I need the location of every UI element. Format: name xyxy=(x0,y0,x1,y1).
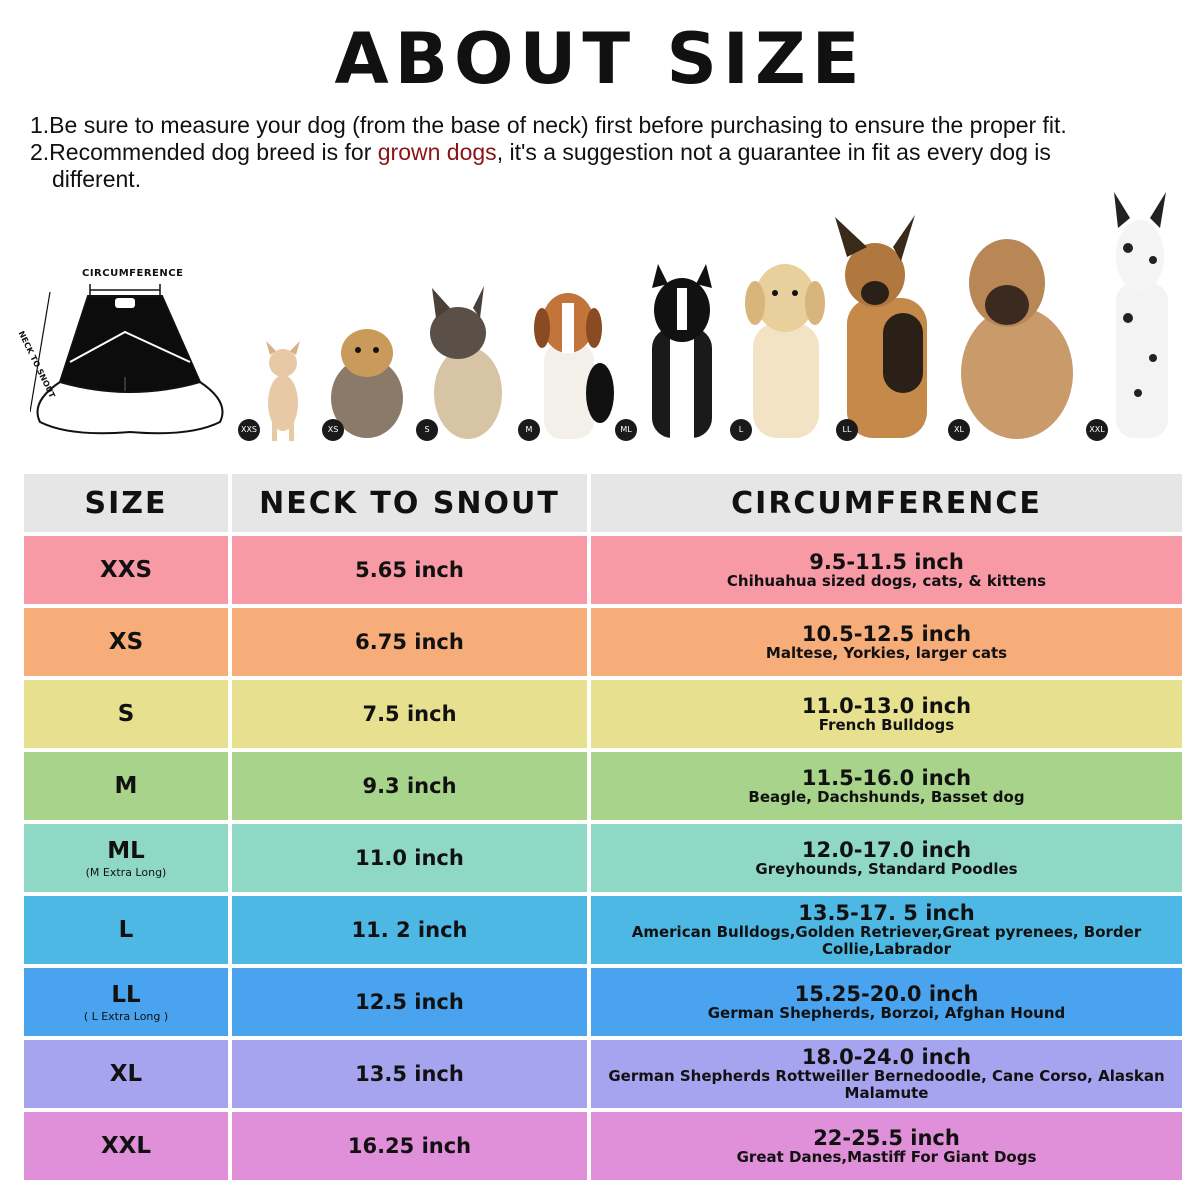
table-row: L 11. 2 inch 13.5-17. 5 inch American Bulld… xyxy=(24,896,1182,964)
measurement-diagram: CIRCUMFERENCE NECK TO SNOUT xyxy=(17,262,230,452)
circumference-cell: 12.0-17.0 inch Greyhounds, Standard Poodl… xyxy=(591,824,1182,892)
size-cell: XXS xyxy=(24,536,228,604)
yorkie-image xyxy=(331,329,403,438)
circumference-cell: 9.5-11.5 inch Chihuahua sized dogs, cats,… xyxy=(591,536,1182,604)
circumference-label: CIRCUMFERENCE xyxy=(82,268,184,279)
size-value: XL xyxy=(109,1061,143,1087)
size-badge: XL xyxy=(948,419,970,441)
circumference-value: 12.0-17.0 inch xyxy=(801,837,972,862)
header-circumference: CIRCUMFERENCE xyxy=(591,474,1182,532)
breed-list: French Bulldogs xyxy=(818,715,955,734)
size-value: LL xyxy=(111,981,141,1008)
circumference-value: 11.0-13.0 inch xyxy=(801,693,972,718)
great-dane-image xyxy=(1114,192,1168,438)
circumference-value: 11.5-16.0 inch xyxy=(801,765,972,790)
neck-to-snout-cell: 11.0 inch xyxy=(232,824,587,892)
neck-to-snout-cell: 13.5 inch xyxy=(232,1040,587,1108)
size-cell: ML (M Extra Long) xyxy=(24,824,228,892)
circumference-cell: 15.25-20.0 inch German Shepherds, Borzoi,… xyxy=(591,968,1182,1036)
circumference-cell: 10.5-12.5 inch Maltese, Yorkies, larger c… xyxy=(591,608,1182,676)
dog-lineup: XXS XS S M ML L LL XL XXL xyxy=(230,185,1190,455)
circumference-value: 18.0-24.0 inch xyxy=(801,1045,972,1069)
cone-collar-icon xyxy=(30,284,224,435)
circumference-cell: 11.0-13.0 inch French Bulldogs xyxy=(591,680,1182,748)
size-badge: XS xyxy=(322,419,344,441)
breed-list: Maltese, Yorkies, larger cats xyxy=(765,643,1008,662)
table-row: XXL 16.25 inch 22-25.5 inch Great Danes,Mas… xyxy=(24,1112,1182,1180)
highlight-text: grown dogs xyxy=(377,139,497,165)
size-note: ( L Extra Long ) xyxy=(83,1009,169,1023)
german-shepherd-image xyxy=(835,215,927,438)
table-row: XXS 5.65 inch 9.5-11.5 inch Chihuahua sized… xyxy=(24,536,1182,604)
breed-list: Beagle, Dachshunds, Basset dog xyxy=(748,787,1025,806)
size-cell: L xyxy=(24,896,228,964)
size-cell: LL( L Extra Long ) xyxy=(24,968,228,1036)
size-badge: XXS xyxy=(238,419,260,441)
size-cell: XL xyxy=(24,1040,228,1108)
header-size: SIZE xyxy=(24,474,228,532)
chihuahua-image xyxy=(266,341,300,441)
size-badge: L xyxy=(730,419,752,441)
size-cell: S xyxy=(24,680,228,748)
size-value: ML xyxy=(107,837,145,864)
note-line-1: 1.Be sure to measure your dog (from the … xyxy=(30,112,1067,138)
neck-to-snout-cell: 16.25 inch xyxy=(232,1112,587,1180)
breed-list: Great Danes,Mastiff For Giant Dogs xyxy=(736,1147,1037,1166)
table-row: M 9.3 inch 11.5-16.0 inch Beagle, Dachshund… xyxy=(24,752,1182,820)
size-note: (M Extra Long) xyxy=(85,865,167,879)
neck-to-snout-cell: 6.75 inch xyxy=(232,608,587,676)
beagle-image xyxy=(534,293,614,439)
size-value: M xyxy=(114,773,138,799)
circumference-value: 9.5-11.5 inch xyxy=(809,549,964,574)
breed-list: German Shepherds Rottweiller Bernedoodle… xyxy=(608,1067,1165,1102)
circumference-cell: 18.0-24.0 inch German Shepherds Rottweill… xyxy=(591,1040,1182,1108)
circumference-cell: 22-25.5 inch Great Danes,Mastiff For Gian… xyxy=(591,1112,1182,1180)
circumference-value: 13.5-17. 5 inch xyxy=(798,901,975,925)
table-row: S 7.5 inch 11.0-13.0 inch French Bulldogs xyxy=(24,680,1182,748)
table-row: XS 6.75 inch 10.5-12.5 inch Maltese, Yorkie… xyxy=(24,608,1182,676)
size-notes: 1.Be sure to measure your dog (from the … xyxy=(30,112,1180,193)
neck-to-snout-cell: 5.65 inch xyxy=(232,536,587,604)
neck-to-snout-cell: 7.5 inch xyxy=(232,680,587,748)
size-badge: LL xyxy=(836,419,858,441)
french-bulldog-image xyxy=(430,286,502,439)
size-cell: M xyxy=(24,752,228,820)
breed-list: American Bulldogs,Golden Retriever,Great… xyxy=(631,923,1142,958)
size-badge: S xyxy=(416,419,438,441)
header-neck-to-snout: NECK TO SNOUT xyxy=(232,474,587,532)
breed-list: German Shepherds, Borzoi, Afghan Hound xyxy=(707,1003,1066,1022)
circumference-cell: 11.5-16.0 inch Beagle, Dachshunds, Basset… xyxy=(591,752,1182,820)
border-collie-image xyxy=(652,264,712,438)
size-badge: ML xyxy=(615,419,637,441)
page-title: ABOUT SIZE xyxy=(334,18,866,100)
neck-to-snout-cell: 9.3 inch xyxy=(232,752,587,820)
note-line-2: 2.Recommended dog breed is for grown dog… xyxy=(30,139,1051,165)
circumference-cell: 13.5-17. 5 inch American Bulldogs,Golden … xyxy=(591,896,1182,964)
breed-list: Chihuahua sized dogs, cats, & kittens xyxy=(726,571,1047,590)
size-value: L xyxy=(118,917,134,943)
table-row: LL( L Extra Long ) 12.5 inch 15.25-20.0 in… xyxy=(24,968,1182,1036)
size-value: XXL xyxy=(100,1133,152,1159)
golden-retriever-image xyxy=(745,264,825,438)
table-header-row: SIZE NECK TO SNOUT CIRCUMFERENCE xyxy=(24,474,1182,532)
size-value: XS xyxy=(108,629,144,655)
size-value: XXS xyxy=(99,557,153,583)
breed-list: Greyhounds, Standard Poodles xyxy=(755,859,1018,878)
circumference-value: 15.25-20.0 inch xyxy=(794,981,979,1006)
neck-to-snout-cell: 11. 2 inch xyxy=(232,896,587,964)
size-cell: XXL xyxy=(24,1112,228,1180)
note-line-3: different. xyxy=(52,166,142,192)
table-row: XL 13.5 inch 18.0-24.0 inch German Shepherd… xyxy=(24,1040,1182,1108)
circumference-value: 10.5-12.5 inch xyxy=(801,621,972,646)
size-value: S xyxy=(117,701,135,727)
size-cell: XS xyxy=(24,608,228,676)
mastiff-image xyxy=(961,239,1073,439)
size-badge: M xyxy=(518,419,540,441)
neck-to-snout-cell: 12.5 inch xyxy=(232,968,587,1036)
size-badge: XXL xyxy=(1086,419,1108,441)
circumference-value: 22-25.5 inch xyxy=(813,1125,960,1150)
size-chart-table: SIZE NECK TO SNOUT CIRCUMFERENCE XXS 5.65… xyxy=(20,470,1186,1184)
table-row: ML (M Extra Long) 11.0 inch 12.0-17.0 inch G… xyxy=(24,824,1182,892)
